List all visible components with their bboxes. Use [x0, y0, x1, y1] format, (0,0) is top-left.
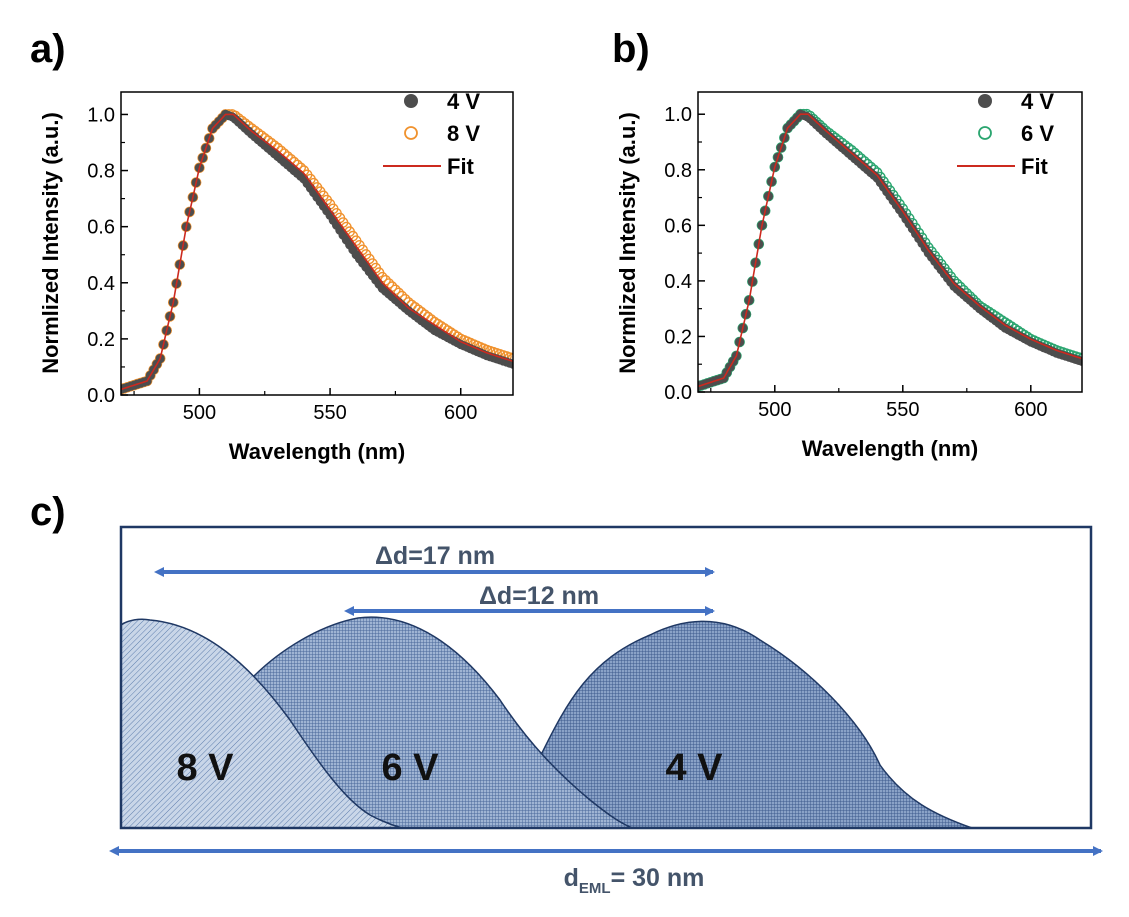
- label-delta-17: Δd=17 nm: [375, 542, 495, 570]
- label-4v: 4 V: [665, 747, 723, 789]
- chart-b-x-axis-label: Wavelength (nm): [802, 436, 978, 461]
- legend-8v-marker: [404, 126, 418, 140]
- chart-a-y-axis-label: Normlized Intensity (a.u.): [38, 112, 63, 374]
- chart-b-legend: 4 V 6 V Fit: [957, 89, 1054, 179]
- label-8v: 8 V: [176, 747, 234, 789]
- series-0-fit-line: [121, 113, 513, 391]
- y-tick-label: 0.6: [87, 217, 115, 239]
- zone-8v-shape: [120, 618, 403, 829]
- y-tick-label: 0.8: [664, 160, 692, 182]
- zone-6v-shape: [252, 616, 633, 829]
- legend-fit-label: Fit: [1021, 154, 1049, 179]
- y-tick-label: 0.2: [87, 329, 115, 351]
- chart-a-axes: 500 550 600 0.0 0.2 0.4 0.6 0.8 1.0: [87, 104, 477, 424]
- panel-a-label: a): [30, 27, 66, 71]
- y-tick-label: 1.0: [664, 104, 692, 126]
- x-tick-label: 600: [1014, 399, 1047, 421]
- legend-8v-label: 8 V: [447, 121, 480, 146]
- deml-prefix: d: [564, 864, 579, 892]
- x-tick-label: 500: [758, 399, 791, 421]
- legend-4v-label: 4 V: [1021, 89, 1054, 114]
- chart-a-plot-frame: [120, 91, 514, 396]
- legend-4v-label: 4 V: [447, 89, 480, 114]
- panel-c-diagram: Δd=17 nm Δd=12 nm 8 V 6 V 4 V dEML= 30 n…: [109, 525, 1103, 897]
- y-tick-label: 0.4: [87, 273, 115, 295]
- label-eml-thickness: dEML= 30 nm: [564, 864, 705, 897]
- y-tick-label: 0.0: [664, 382, 692, 404]
- y-tick-label: 0.6: [664, 215, 692, 237]
- chart-a-marks: [121, 109, 513, 395]
- y-tick-label: 0.8: [87, 161, 115, 183]
- zone-4v-shape: [539, 620, 973, 829]
- chart-b-plot-frame: [697, 91, 1083, 393]
- panel-b-label: b): [612, 27, 650, 71]
- x-tick-label: 500: [183, 402, 216, 424]
- emission-layer-box: [119, 525, 1093, 830]
- series-0-filled-point: [508, 359, 513, 369]
- legend-4v-marker: [404, 94, 418, 108]
- chart-b-axes: 500 550 600 0.0 0.2 0.4 0.6 0.8 1.0: [664, 104, 1047, 421]
- legend-6v-label: 6 V: [1021, 121, 1054, 146]
- chart-b-y-axis-label: Normlized Intensity (a.u.): [615, 112, 640, 374]
- chart-a: 500 550 600 0.0 0.2 0.4 0.6 0.8 1.0 Wavelength (…: [38, 89, 514, 464]
- series-1-fit-line: [698, 113, 1082, 388]
- legend-fit-label: Fit: [447, 154, 475, 179]
- deml-value: = 30 nm: [611, 864, 705, 892]
- deml-subscript: EML: [579, 880, 611, 897]
- x-tick-label: 550: [313, 402, 346, 424]
- y-tick-label: 0.0: [87, 385, 115, 407]
- label-delta-12: Δd=12 nm: [479, 582, 599, 610]
- chart-a-x-axis-label: Wavelength (nm): [229, 439, 405, 464]
- chart-b: 500 550 600 0.0 0.2 0.4 0.6 0.8 1.0 Wavelength (…: [615, 89, 1083, 461]
- chart-a-legend: 4 V 8 V Fit: [383, 89, 480, 179]
- label-6v: 6 V: [381, 747, 439, 789]
- legend-6v-marker: [978, 126, 992, 140]
- y-tick-label: 0.4: [664, 271, 692, 293]
- legend-4v-marker: [978, 94, 992, 108]
- chart-b-marks: [698, 108, 1082, 392]
- y-tick-label: 0.2: [664, 326, 692, 348]
- x-tick-label: 600: [444, 402, 477, 424]
- panel-c-label: c): [30, 490, 66, 534]
- x-tick-label: 550: [886, 399, 919, 421]
- y-tick-label: 1.0: [87, 104, 115, 126]
